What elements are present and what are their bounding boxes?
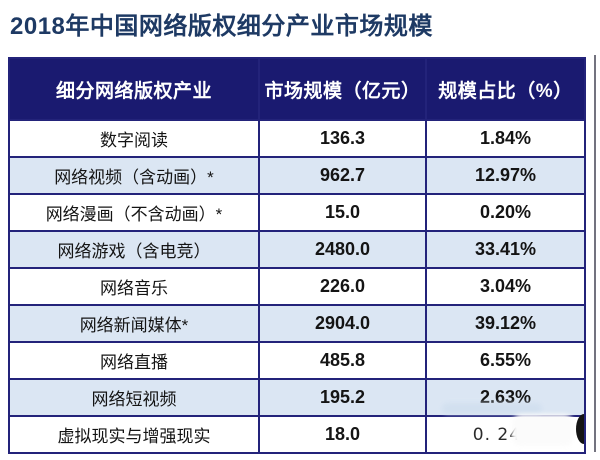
watermark-smudge (442, 403, 542, 414)
table-row: 网络游戏（含电竞） 2480.0 33.41% (8, 230, 586, 269)
table-row: 数字阅读 136.3 1.84% (8, 119, 586, 158)
table-row: 网络直播 485.8 6.55% (8, 341, 586, 380)
scale-cell: 2480.0 (258, 230, 427, 269)
table-row: 网络新闻媒体* 2904.0 39.12% (8, 304, 586, 343)
industry-cell: 网络游戏（含电竞） (8, 230, 260, 269)
scale-cell: 136.3 (258, 119, 427, 158)
industry-cell: 网络新闻媒体* (8, 304, 260, 343)
share-cell: 12.97% (425, 156, 586, 195)
share-cell: 1.84% (425, 119, 586, 158)
share-cell: 0.20% (425, 193, 586, 232)
industry-cell: 网络视频（含动画）* (8, 156, 260, 195)
column-header-industry: 细分网络版权产业 (8, 57, 260, 121)
scale-cell: 226.0 (258, 267, 427, 306)
share-cell: 6.55% (425, 341, 586, 380)
share-cell: 3.04% (425, 267, 586, 306)
table-row: 网络漫画（不含动画）* 15.0 0.20% (8, 193, 586, 232)
watermark-erase-patch (512, 414, 574, 446)
page-title: 2018年中国网络版权细分产业市场规模 (10, 13, 433, 40)
industry-cell: 网络漫画（不含动画）* (8, 193, 260, 232)
table-row: 网络音乐 226.0 3.04% (8, 267, 586, 306)
industry-cell: 网络直播 (8, 341, 260, 380)
industry-cell: 虚拟现实与增强现实 (8, 415, 260, 454)
scale-cell: 15.0 (258, 193, 427, 232)
table-row: 网络视频（含动画）* 962.7 12.97% (8, 156, 586, 195)
watermark-blob (576, 414, 584, 444)
industry-cell: 网络音乐 (8, 267, 260, 306)
market-scale-table: 细分网络版权产业 市场规模（亿元） 规模占比（%） 数字阅读 136.3 1.8… (8, 57, 586, 454)
scale-cell: 195.2 (258, 378, 427, 417)
column-header-share: 规模占比（%） (425, 57, 586, 121)
scale-cell: 962.7 (258, 156, 427, 195)
scale-cell: 18.0 (258, 415, 427, 454)
scale-cell: 485.8 (258, 341, 427, 380)
industry-cell: 网络短视频 (8, 378, 260, 417)
industry-cell: 数字阅读 (8, 119, 260, 158)
image-edge-line (594, 55, 596, 452)
table-row: 虚拟现实与增强现实 18.0 0. 24% (8, 415, 586, 454)
column-header-scale: 市场规模（亿元） (258, 57, 427, 121)
share-cell: 39.12% (425, 304, 586, 343)
table-body: 数字阅读 136.3 1.84% 网络视频（含动画）* 962.7 12.97%… (8, 119, 586, 454)
table-header: 细分网络版权产业 市场规模（亿元） 规模占比（%） (8, 57, 586, 121)
header-row: 细分网络版权产业 市场规模（亿元） 规模占比（%） (8, 57, 586, 121)
scale-cell: 2904.0 (258, 304, 427, 343)
share-cell: 33.41% (425, 230, 586, 269)
